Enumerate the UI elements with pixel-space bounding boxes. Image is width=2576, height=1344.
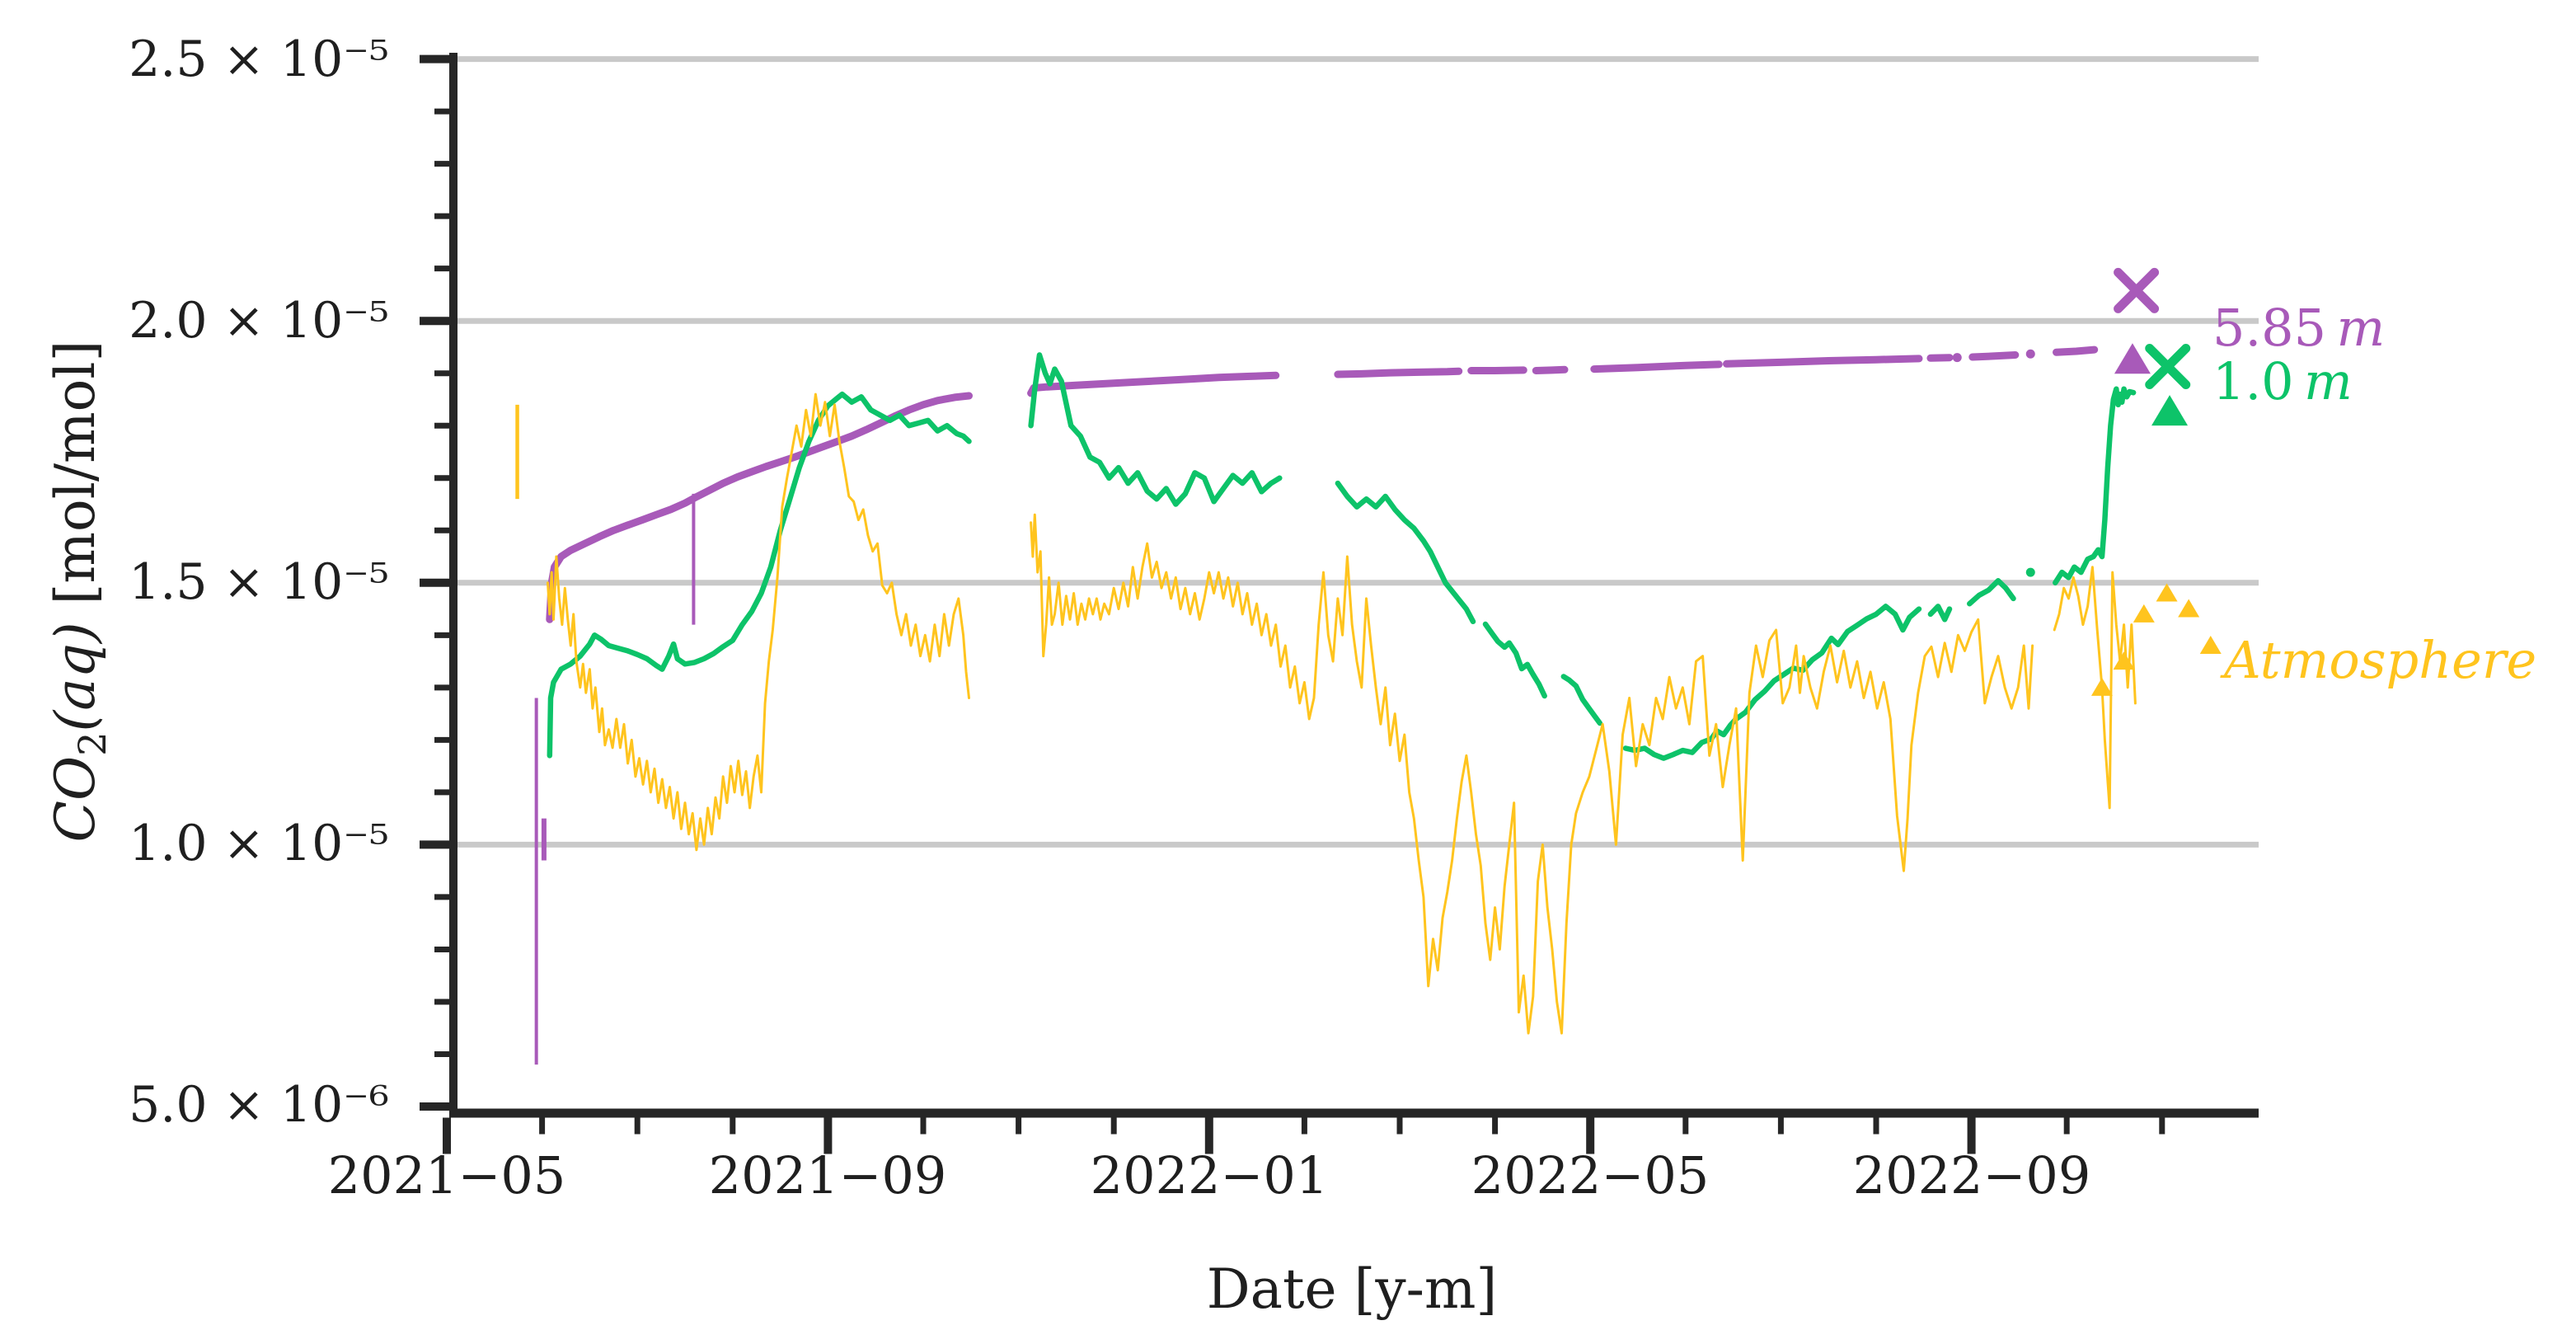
series-5.85m-line-segment-5: [1590, 360, 1723, 374]
legend-1.0m-unit: m: [2304, 351, 2353, 411]
series-1.0m-line-segment-3: [1482, 621, 1547, 699]
series-5.85m-dot-1: [2025, 349, 2035, 359]
legend-5.85m-value: 5.85: [2212, 298, 2327, 358]
series-5.85m-line-segment-0: [546, 392, 973, 623]
atmosphere-triangle-marker-4: [2178, 599, 2200, 618]
series-5.85m-dot-0: [1952, 353, 1962, 363]
x-tick-label-2022-09: 2022−09: [1852, 1145, 2091, 1205]
atmosphere-triangle-marker-5: [2199, 636, 2222, 655]
y-axis-title-math-co: CO: [43, 755, 107, 843]
series-5.85m-line-segment-4: [1532, 365, 1569, 374]
legend-1.0m-value: 1.0: [2212, 351, 2294, 411]
series-5.85m-end-x-marker: [2114, 267, 2160, 313]
atmosphere-triangle-marker-1: [2113, 651, 2135, 670]
x-tick-label-2021-09: 2021−09: [708, 1145, 947, 1205]
y-axis-title-math-aq: (aq): [43, 622, 107, 732]
series-5.85m-end-triangle-marker: [2114, 343, 2151, 374]
x-tick-label-2022-05: 2022−05: [1471, 1145, 1710, 1205]
series-1.0m-end-triangle-marker: [2151, 395, 2189, 426]
series-1.0m-line-segment-5: [1622, 604, 1922, 761]
x-tick-label-2021-05: 2021−05: [327, 1145, 566, 1205]
series-1.0m-line-segment-8: [2053, 386, 2137, 586]
y-axis-title-unit: [mol/mol]: [43, 340, 107, 623]
series-5.85m-line-segment-9: [2053, 345, 2099, 356]
series-1.0m-line-segment-6: [1927, 604, 1953, 623]
series-1.0m-line-segment-0: [547, 391, 972, 759]
atmosphere-triangle-marker-0: [2090, 677, 2113, 696]
series-atmosphere-line-segment-1: [1030, 513, 2034, 1035]
legend-5.85m-unit: m: [2336, 298, 2386, 358]
series-1.0m-line-segment-4: [1560, 674, 1603, 726]
y-tick-label-5.0e-6: 5.0 × 10⁻⁶: [129, 1076, 389, 1134]
series-1.0m-line-segment-1: [1028, 352, 1283, 507]
series-5.85m-line-segment-8: [1968, 351, 2020, 361]
y-tick-label-1.5e-5: 1.5 × 10⁻⁵: [129, 553, 389, 611]
series-1.0m-line-segment-2: [1335, 480, 1476, 625]
legend-label-1.0m: 1.0 m: [2212, 353, 2353, 411]
series-5.85m-line-segment-2: [1334, 367, 1463, 378]
series-1.0m-end-x-marker: [2145, 343, 2191, 389]
atmosphere-triangle-marker-3: [2156, 583, 2178, 602]
y-tick-label-2.5e-5: 2.5 × 10⁻⁵: [129, 31, 389, 88]
legend-label-5.85m: 5.85 m: [2212, 299, 2385, 357]
series-5.85m-line-segment-3: [1467, 366, 1527, 374]
atmosphere-triangle-marker-2: [2133, 604, 2155, 623]
x-tick-label-2022-01: 2022−01: [1090, 1145, 1329, 1205]
series-1.0m-dot-0: [2025, 567, 2035, 577]
series-atmosphere-line-segment-0: [547, 392, 970, 852]
series-atmosphere-line-segment-2: [2053, 566, 2137, 810]
series-1.0m-line-segment-7: [1967, 578, 2016, 607]
series-5.85m-line-segment-7: [1926, 354, 1954, 362]
y-axis-title: CO2(aq) [mol/mol]: [43, 220, 125, 962]
y-tick-label-1.0e-5: 1.0 × 10⁻⁵: [129, 815, 389, 872]
y-axis-title-math-sub: 2: [70, 731, 115, 756]
series-5.85m-line-segment-1: [1027, 371, 1280, 397]
series-5.85m-line-segment-6: [1723, 355, 1923, 368]
legend-label-atmosphere: Atmosphere: [2224, 630, 2537, 690]
y-tick-label-2.0e-5: 2.0 × 10⁻⁵: [129, 292, 389, 350]
x-axis-title: Date [y-m]: [1206, 1257, 1498, 1321]
